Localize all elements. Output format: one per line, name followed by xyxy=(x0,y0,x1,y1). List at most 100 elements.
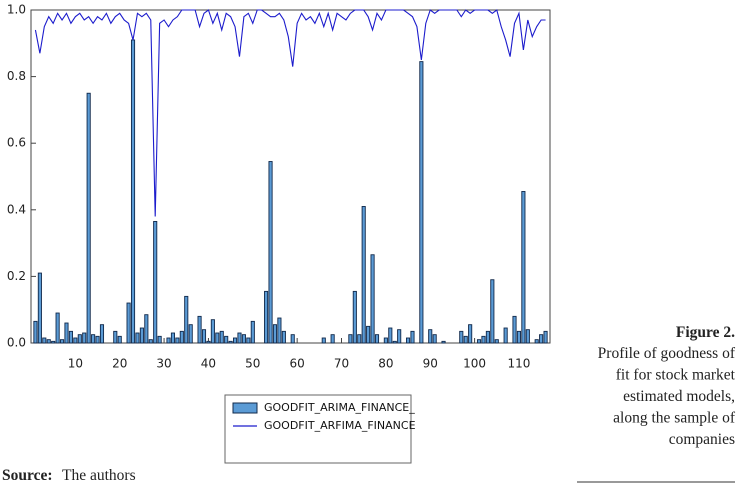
bar xyxy=(392,340,397,344)
bar xyxy=(512,315,517,344)
bar xyxy=(184,295,189,344)
y-tick-label: 1.0 xyxy=(7,3,26,17)
bar xyxy=(352,290,357,344)
bar xyxy=(277,317,282,344)
bar xyxy=(46,339,51,344)
bar xyxy=(543,330,548,344)
bar xyxy=(148,339,153,344)
bar xyxy=(237,332,242,344)
bar xyxy=(290,334,295,344)
bar xyxy=(432,334,437,344)
x-tick-label: 70 xyxy=(334,357,349,371)
bar xyxy=(99,324,105,344)
bar xyxy=(33,320,38,344)
bar xyxy=(135,332,140,344)
x-tick-label: 30 xyxy=(156,357,171,371)
bar xyxy=(86,92,91,344)
bar xyxy=(95,335,100,344)
bar xyxy=(215,332,220,344)
bar xyxy=(82,332,87,344)
y-tick-label: 0.8 xyxy=(7,69,26,83)
x-tick-label: 80 xyxy=(378,357,393,371)
bar xyxy=(144,314,149,344)
bar xyxy=(459,330,464,344)
bar xyxy=(485,330,490,344)
caption-line: companies xyxy=(669,431,735,448)
bar xyxy=(37,272,42,344)
y-tick-label: 0.2 xyxy=(7,269,26,283)
bar xyxy=(166,337,171,344)
bar xyxy=(468,324,473,344)
bar xyxy=(153,221,158,344)
plot-frame xyxy=(30,9,551,344)
line xyxy=(34,9,546,217)
y-tick-label: 0.6 xyxy=(7,136,26,150)
bar xyxy=(250,320,255,344)
bar xyxy=(419,61,424,344)
bar xyxy=(157,335,162,344)
bar xyxy=(406,337,411,344)
bar xyxy=(130,39,136,344)
bar xyxy=(521,191,526,344)
bar xyxy=(388,327,393,344)
bar xyxy=(233,337,238,344)
bar xyxy=(494,339,499,344)
bar xyxy=(321,337,326,344)
bar xyxy=(60,339,65,344)
bar xyxy=(463,335,468,344)
bar xyxy=(179,330,184,344)
bar xyxy=(330,334,335,344)
bar xyxy=(264,290,269,344)
bar xyxy=(64,322,69,344)
bar xyxy=(117,335,122,344)
bar xyxy=(539,334,544,344)
bar xyxy=(272,324,278,344)
bar xyxy=(210,319,215,344)
bar xyxy=(91,334,96,344)
bar xyxy=(281,330,286,344)
bar xyxy=(348,334,353,344)
bar xyxy=(170,332,175,344)
bar xyxy=(42,337,47,344)
bar xyxy=(481,335,486,344)
legend-label: GOODFIT_ARIMA_FINANCE_ xyxy=(264,401,415,414)
figure-title: Figure 2. xyxy=(676,324,735,341)
bar xyxy=(370,254,375,344)
bar xyxy=(490,279,495,344)
caption-line: along the sample of xyxy=(613,410,736,427)
caption-line: Profile of goodness of xyxy=(598,345,736,362)
bar xyxy=(516,330,521,344)
bar xyxy=(534,339,539,344)
caption-line: estimated models, xyxy=(623,388,735,405)
bar xyxy=(55,312,60,344)
bar xyxy=(441,340,446,344)
source-text: The authors xyxy=(62,467,136,484)
bar xyxy=(374,334,380,344)
caption-line: fit for stock market xyxy=(616,367,736,384)
bar xyxy=(197,315,202,344)
bar xyxy=(503,327,508,344)
bar xyxy=(206,340,211,344)
bar xyxy=(73,337,78,344)
x-tick-label: 40 xyxy=(201,357,216,371)
legend-swatch xyxy=(232,402,258,414)
bar xyxy=(246,337,251,344)
x-tick-label: 60 xyxy=(290,357,305,371)
y-tick-label: 0.0 xyxy=(7,336,26,350)
bar xyxy=(219,330,224,344)
legend-label: GOODFIT_ARFIMA_FINANCE xyxy=(264,419,416,432)
x-tick-label: 110 xyxy=(507,357,530,371)
bar xyxy=(126,302,131,344)
bar xyxy=(383,337,388,344)
bar xyxy=(525,329,530,344)
x-tick-label: 50 xyxy=(245,357,260,371)
bar xyxy=(188,324,193,344)
bar xyxy=(77,334,82,344)
bar xyxy=(228,340,233,344)
y-tick-label: 0.4 xyxy=(7,202,26,216)
x-tick-label: 10 xyxy=(68,357,83,371)
bar xyxy=(357,334,362,344)
bar xyxy=(51,340,56,344)
bar xyxy=(361,206,366,344)
